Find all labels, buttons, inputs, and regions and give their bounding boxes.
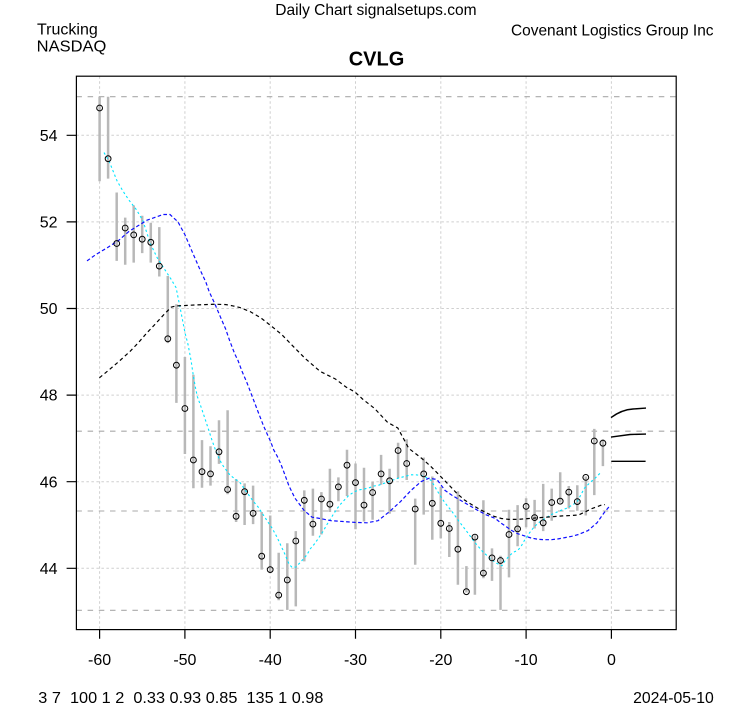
- svg-text:2024-05-10: 2024-05-10: [633, 690, 714, 707]
- svg-text:52: 52: [40, 215, 58, 232]
- svg-text:Daily Chart signalsetups.com: Daily Chart signalsetups.com: [275, 2, 476, 19]
- svg-text:-20: -20: [429, 652, 452, 669]
- svg-text:48: 48: [40, 388, 58, 405]
- svg-text:3 7 100 1 2 0.33 0.93 0.85: 3 7 100 1 2 0.33 0.93 0.85 135 1 0.98: [38, 690, 323, 707]
- svg-text:Trucking: Trucking: [37, 21, 98, 38]
- svg-text:CVLG: CVLG: [349, 48, 405, 70]
- svg-text:NASDAQ: NASDAQ: [37, 38, 107, 55]
- svg-text:-60: -60: [88, 652, 111, 669]
- svg-text:50: 50: [40, 301, 58, 318]
- svg-text:54: 54: [40, 128, 58, 145]
- svg-text:-50: -50: [173, 652, 196, 669]
- svg-text:-30: -30: [344, 652, 367, 669]
- svg-text:-40: -40: [259, 652, 282, 669]
- svg-text:-10: -10: [515, 652, 538, 669]
- svg-text:44: 44: [40, 561, 58, 578]
- svg-text:0: 0: [607, 652, 616, 669]
- svg-text:Covenant Logistics Group Inc: Covenant Logistics Group Inc: [511, 23, 714, 40]
- svg-text:46: 46: [40, 474, 58, 491]
